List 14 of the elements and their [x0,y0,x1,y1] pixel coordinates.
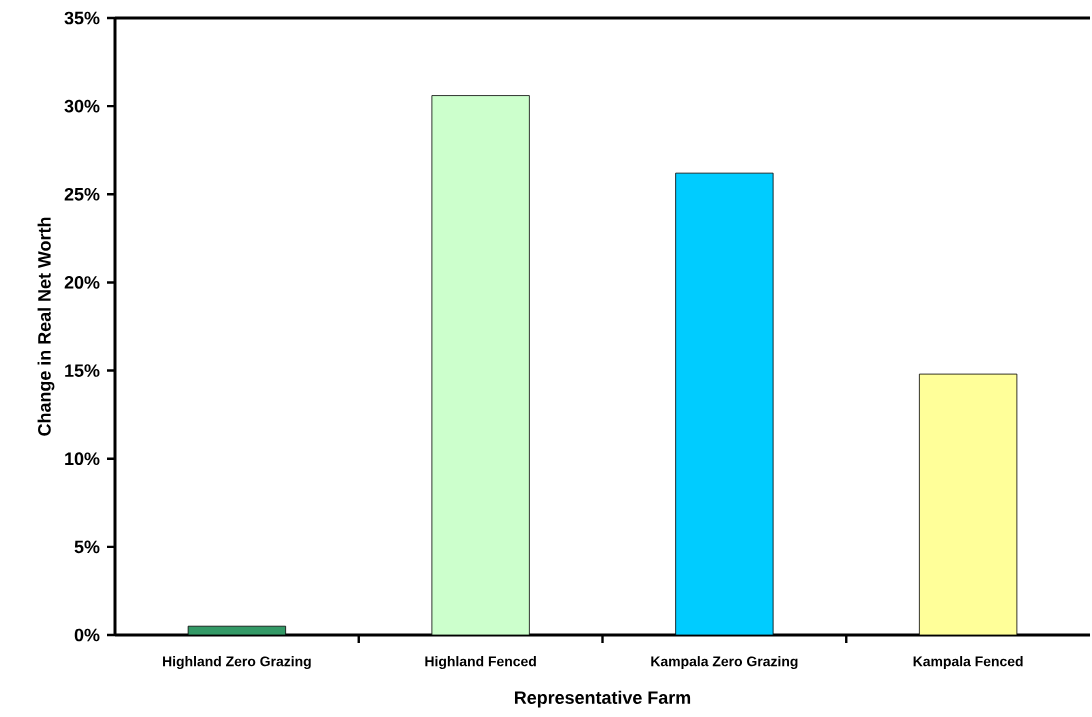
x-tick-label: Highland Fenced [425,656,536,670]
x-tick-label: Kampala Zero Grazing [651,656,798,670]
y-tick-label: 10% [65,452,100,466]
y-axis-title: Change in Real Net Worth [37,217,55,436]
y-tick-label: 35% [64,11,100,25]
y-tick-label: 5% [74,540,100,554]
x-axis-title: Representative Farm [514,690,691,708]
y-tick-label: 20% [64,276,100,289]
y-tick-label: 30% [64,99,100,113]
x-tick-label: Kampala Fenced [913,656,1023,670]
y-tick-label: 15% [65,364,100,377]
y-tick-label: 0% [74,628,100,642]
x-tick-label: Highland Zero Grazing [163,656,311,670]
y-tick-label: 25% [64,187,100,201]
